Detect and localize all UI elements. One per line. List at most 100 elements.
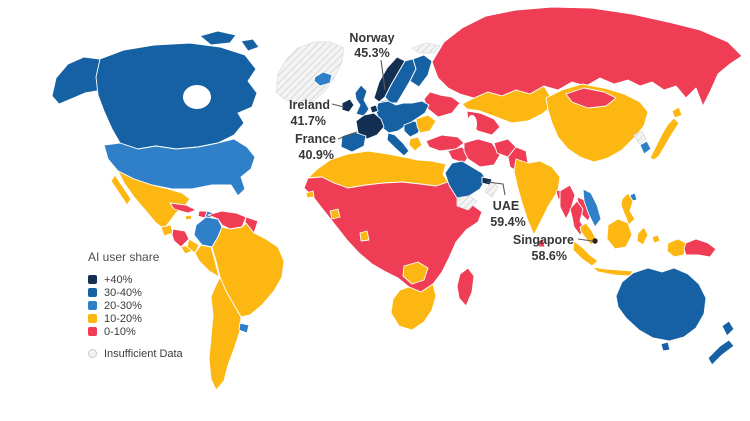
uae-leader-line bbox=[486, 181, 506, 196]
france-value: 40.9% bbox=[299, 148, 334, 162]
region-nz-north bbox=[721, 320, 735, 337]
region-iceland bbox=[313, 71, 333, 87]
region-italy bbox=[386, 132, 410, 157]
region-australia bbox=[615, 267, 707, 342]
ireland-leader-line bbox=[331, 103, 345, 108]
region-tasmania bbox=[660, 341, 671, 352]
insufficient-data-label: Insufficient Data bbox=[104, 347, 183, 360]
france-label: France bbox=[295, 132, 336, 146]
region-peru bbox=[194, 244, 220, 278]
region-cuba bbox=[169, 202, 197, 214]
region-benelux bbox=[369, 104, 379, 114]
region-iberia bbox=[340, 131, 367, 153]
legend-item-30-40: 30-40% bbox=[88, 286, 183, 299]
region-ukraine bbox=[423, 91, 461, 118]
singapore-value: 58.6% bbox=[532, 249, 567, 263]
20-30-label: 20-30% bbox=[104, 299, 142, 312]
region-finland bbox=[409, 54, 433, 88]
region-nz-south bbox=[707, 339, 735, 366]
legend-title: AI user share bbox=[88, 250, 160, 264]
20-30-swatch bbox=[88, 301, 97, 310]
hudson-bay bbox=[183, 85, 211, 109]
0-10-swatch bbox=[88, 327, 97, 336]
callouts: Norway 45.3% Ireland 41.7% France 40.9% … bbox=[289, 31, 598, 263]
legend-item-10-20: 10-20% bbox=[88, 312, 183, 325]
region-senegal bbox=[305, 190, 315, 199]
region-uruguay bbox=[238, 322, 250, 334]
norway-value: 45.3% bbox=[354, 46, 389, 60]
norway-label: Norway bbox=[349, 31, 394, 45]
uae-value: 59.4% bbox=[490, 215, 525, 229]
region-brazil bbox=[211, 222, 285, 318]
region-vietnam bbox=[582, 188, 602, 228]
region-africa-central bbox=[303, 176, 483, 293]
ireland-value: 41.7% bbox=[291, 114, 326, 128]
region-south-korea bbox=[639, 140, 652, 155]
region-indonesian-papua bbox=[666, 238, 687, 258]
gt40-label: +40% bbox=[104, 273, 133, 286]
legend-item-0-10: 0-10% bbox=[88, 325, 183, 338]
region-oman bbox=[484, 180, 499, 198]
insufficient-data-swatch bbox=[88, 349, 97, 358]
region-moluccas bbox=[651, 234, 661, 244]
norway-leader-line bbox=[380, 59, 386, 91]
region-sri-lanka bbox=[537, 238, 546, 248]
singapore-leader-line bbox=[577, 238, 593, 242]
region-jamaica bbox=[184, 214, 193, 221]
legend: AI user share +40% 30-40% 20-30% 10-20% … bbox=[88, 250, 183, 360]
legend-item-20-30: 20-30% bbox=[88, 299, 183, 312]
legend-gap bbox=[88, 338, 183, 347]
region-canada-arctic-2 bbox=[240, 38, 260, 52]
region-canada bbox=[95, 42, 258, 150]
region-borneo bbox=[606, 218, 633, 250]
region-zambia-zimbabwe bbox=[402, 261, 429, 285]
10-20-swatch bbox=[88, 314, 97, 323]
landmasses bbox=[51, 6, 743, 391]
region-sumatra bbox=[572, 240, 599, 267]
region-guatemala bbox=[160, 224, 174, 237]
region-romania-bulgaria bbox=[415, 114, 437, 134]
region-baja bbox=[110, 174, 132, 206]
region-greenland bbox=[275, 41, 345, 105]
region-greece bbox=[408, 136, 423, 152]
singapore-label: Singapore bbox=[513, 233, 574, 247]
region-png bbox=[683, 238, 717, 258]
region-mongolia bbox=[565, 87, 617, 109]
france-leader-line bbox=[337, 131, 358, 140]
region-saudi-arabia bbox=[444, 160, 487, 199]
region-java bbox=[591, 266, 634, 277]
ireland-label: Ireland bbox=[289, 98, 330, 112]
region-cameroon-gabon bbox=[359, 230, 370, 242]
caspian-sea bbox=[467, 115, 477, 133]
region-hokkaido bbox=[671, 106, 683, 119]
region-north-korea bbox=[633, 130, 647, 145]
region-canada-arctic-1 bbox=[199, 30, 237, 46]
0-10-label: 0-10% bbox=[104, 325, 136, 338]
region-india bbox=[513, 158, 561, 236]
region-honduras-nicaragua bbox=[171, 228, 190, 248]
region-philippines bbox=[620, 192, 636, 226]
region-southern-africa bbox=[390, 283, 437, 331]
region-yemen bbox=[456, 195, 478, 211]
region-madagascar bbox=[456, 267, 475, 307]
region-mexico bbox=[117, 170, 191, 230]
legend-item-insufficient: Insufficient Data bbox=[88, 347, 183, 360]
30-40-label: 30-40% bbox=[104, 286, 142, 299]
region-sulawesi bbox=[636, 226, 649, 246]
gt40-swatch bbox=[88, 275, 97, 284]
uae-label: UAE bbox=[493, 199, 519, 213]
region-uk bbox=[354, 84, 370, 117]
30-40-swatch bbox=[88, 288, 97, 297]
singapore-marker-dot bbox=[592, 238, 598, 244]
region-svalbard bbox=[411, 42, 441, 54]
region-chile-argentina bbox=[208, 276, 242, 391]
region-turkey bbox=[425, 134, 465, 152]
10-20-label: 10-20% bbox=[104, 312, 142, 325]
region-china bbox=[545, 83, 649, 163]
region-ireland bbox=[341, 98, 355, 113]
region-ghana bbox=[329, 208, 341, 220]
region-iran bbox=[463, 138, 501, 168]
legend-item-gt40: +40% bbox=[88, 273, 183, 286]
